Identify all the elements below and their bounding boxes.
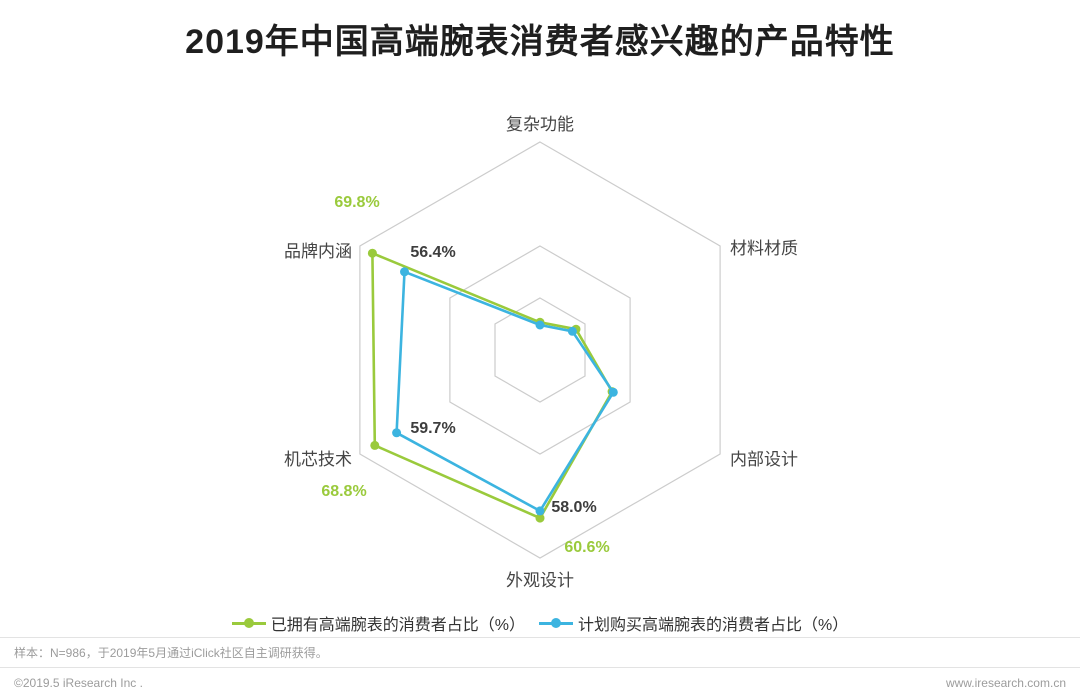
point-label-brand-owned: 69.8%: [334, 194, 380, 211]
legend-label-owned: 已拥有高端腕表的消费者占比（%）: [270, 617, 525, 634]
footer-divider-bottom: [0, 667, 1080, 668]
legend-marker-owned-icon: [231, 621, 266, 625]
axis-label-interior-design: 内部设计: [730, 450, 798, 469]
axis-label-brand-meaning: 品牌内涵: [284, 242, 352, 261]
axis-label-exterior-design: 外观设计: [506, 571, 574, 590]
footer: 样本：N=986，于2019年5月通过iClick社区自主调研获得。 ©2019…: [0, 637, 1080, 700]
legend-label-plan: 计划购买高端腕表的消费者占比（%）: [578, 617, 849, 634]
website-link: www.iresearch.com.cn: [945, 676, 1066, 690]
legend: 已拥有高端腕表的消费者占比（%） 计划购买高端腕表的消费者占比（%）: [0, 611, 1080, 635]
footer-bottom-row: ©2019.5 iResearch Inc . www.iresearch.co…: [0, 668, 1080, 700]
footer-divider-top: [0, 637, 1080, 638]
axis-label-materials: 材料材质: [730, 239, 798, 258]
legend-marker-plan-icon: [539, 621, 573, 625]
legend-item-plan: 计划购买高端腕表的消费者占比（%）: [539, 611, 848, 635]
legend-item-owned: 已拥有高端腕表的消费者占比（%）: [231, 611, 525, 635]
axis-label-complex-functions: 复杂功能: [506, 115, 574, 134]
point-label-brand-plan: 56.4%: [410, 244, 456, 261]
axis-label-movement-tech: 机芯技术: [284, 450, 352, 469]
point-label-movement-plan: 59.7%: [410, 420, 456, 437]
point-label-movement-owned: 68.8%: [321, 483, 367, 500]
copyright-text: ©2019.5 iResearch Inc .: [14, 676, 143, 690]
point-label-exterior-owned: 60.6%: [564, 539, 610, 556]
sample-note: 样本：N=986，于2019年5月通过iClick社区自主调研获得。: [14, 646, 328, 660]
page-title: 2019年中国高端腕表消费者感兴趣的产品特性: [185, 23, 895, 61]
point-label-exterior-plan: 58.0%: [551, 499, 597, 516]
